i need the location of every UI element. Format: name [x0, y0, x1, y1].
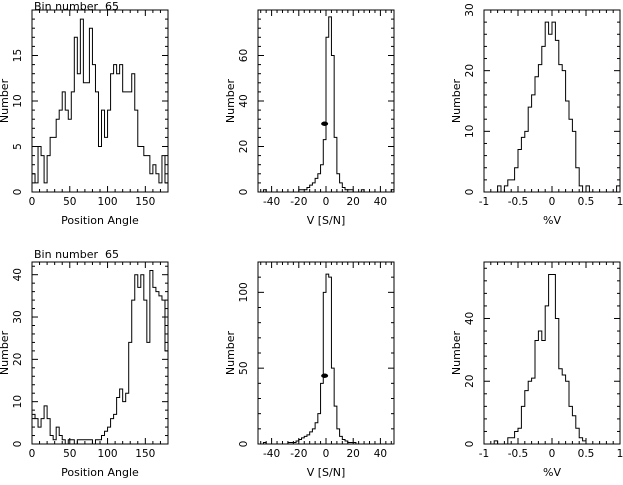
panel-2-ytick-label: 60: [238, 49, 250, 62]
panel-6-ytick-label: 20: [464, 375, 476, 388]
panel-3-ytick-label: 20: [464, 64, 476, 77]
panel-1-xtick-label: 150: [135, 196, 155, 208]
panel-5-xlabel: V [S/N]: [307, 466, 346, 479]
panel-4-ytick-label: 30: [12, 310, 24, 323]
panel-6-ytick-label: 0: [464, 441, 476, 448]
panel-3-ytick-label: 0: [464, 189, 476, 196]
panel-3-xtick-label: -1: [479, 196, 489, 208]
panel-5-ytick-label: 50: [238, 361, 250, 374]
panel-5-xtick-label: -20: [290, 448, 307, 460]
panel-5-xtick-label: -40: [263, 448, 280, 460]
panel-1-xtick-label: 100: [98, 196, 118, 208]
panel-1-ylabel: Number: [0, 78, 11, 123]
panel-6-xtick-label: 0: [549, 448, 556, 460]
panel-4-xtick-label: 0: [29, 448, 36, 460]
panel-5-xtick-label: 0: [323, 448, 330, 460]
panel-4-ytick-label: 20: [12, 353, 24, 366]
panel-6-histogram-series: [484, 274, 620, 445]
panel-1-xtick-label: 50: [63, 196, 76, 208]
panel-3-xlabel: %V: [543, 214, 561, 227]
panel-1-ytick-label: 5: [12, 143, 24, 150]
panel-4-ytick-label: 0: [12, 441, 24, 448]
panel-3-xtick-label: 1: [617, 196, 623, 208]
panel-5-xtick-label: 20: [347, 448, 360, 460]
row2-bin-title: Bin number 65: [34, 248, 119, 261]
panel-5-histogram-series: [258, 273, 394, 445]
panel-4-histogram-series: [32, 269, 168, 445]
panel-2-ylabel: Number: [224, 78, 237, 123]
panel-3-xtick-label: 0: [549, 196, 556, 208]
panel-4-ytick-label: 40: [12, 268, 24, 281]
panel-6-xtick-label: 1: [617, 448, 623, 460]
panel-6-ytick-label: 40: [464, 312, 476, 325]
panel-4-xtick-label: 150: [135, 448, 155, 460]
panel-1-xlabel: Position Angle: [61, 214, 139, 227]
panel-1-xtick-label: 0: [29, 196, 36, 208]
panel-1-ytick-label: 0: [12, 189, 24, 196]
panel-2-ytick-label: 40: [238, 94, 250, 107]
panel-2-ytick-label: 20: [238, 140, 250, 153]
panel-5-marker: [321, 373, 329, 378]
panel-6-xtick-label: 0.5: [578, 448, 595, 460]
panel-5-ytick-label: 0: [238, 441, 250, 448]
panel-5-ytick-label: 100: [238, 282, 250, 302]
panel-6-xlabel: %V: [543, 466, 561, 479]
panel-3-ytick-label: 10: [464, 125, 476, 138]
panel-2-histogram-series: [258, 16, 394, 193]
panel-6-ylabel: Number: [450, 330, 463, 375]
panel-3-ylabel: Number: [450, 78, 463, 123]
panel-3-ytick-label: 30: [464, 3, 476, 16]
panel-1-frame: [31, 9, 169, 193]
panel-2-xtick-label: 40: [374, 196, 387, 208]
panel-4-xtick-label: 100: [98, 448, 118, 460]
panel-2-xtick-label: -20: [290, 196, 307, 208]
panel-6-xtick-label: -0.5: [508, 448, 529, 460]
panel-6-frame: [483, 261, 621, 445]
panel-2-marker: [321, 121, 329, 126]
panel-4-xlabel: Position Angle: [61, 466, 139, 479]
panel-2-xlabel: V [S/N]: [307, 214, 346, 227]
panel-3-histogram-series: [484, 21, 620, 193]
panel-5-xtick-label: 40: [374, 448, 387, 460]
panel-2-xtick-label: 0: [323, 196, 330, 208]
panel-3-xtick-label: -0.5: [508, 196, 529, 208]
panel-3-frame: [483, 9, 621, 193]
panel-2-xtick-label: 20: [347, 196, 360, 208]
panel-2-xtick-label: -40: [263, 196, 280, 208]
panel-1-ytick-label: 15: [12, 49, 24, 62]
panel-3-xtick-label: 0.5: [578, 196, 595, 208]
panel-4-xtick-label: 50: [63, 448, 76, 460]
panel-6-xtick-label: -1: [479, 448, 489, 460]
panel-1-histogram-series: [32, 18, 168, 184]
panel-5-ylabel: Number: [224, 330, 237, 375]
panel-2-ytick-label: 0: [238, 189, 250, 196]
panel-4-frame: [31, 261, 169, 445]
panel-4-ytick-label: 10: [12, 395, 24, 408]
panel-1-ytick-label: 10: [12, 94, 24, 107]
panel-4-ylabel: Number: [0, 330, 11, 375]
